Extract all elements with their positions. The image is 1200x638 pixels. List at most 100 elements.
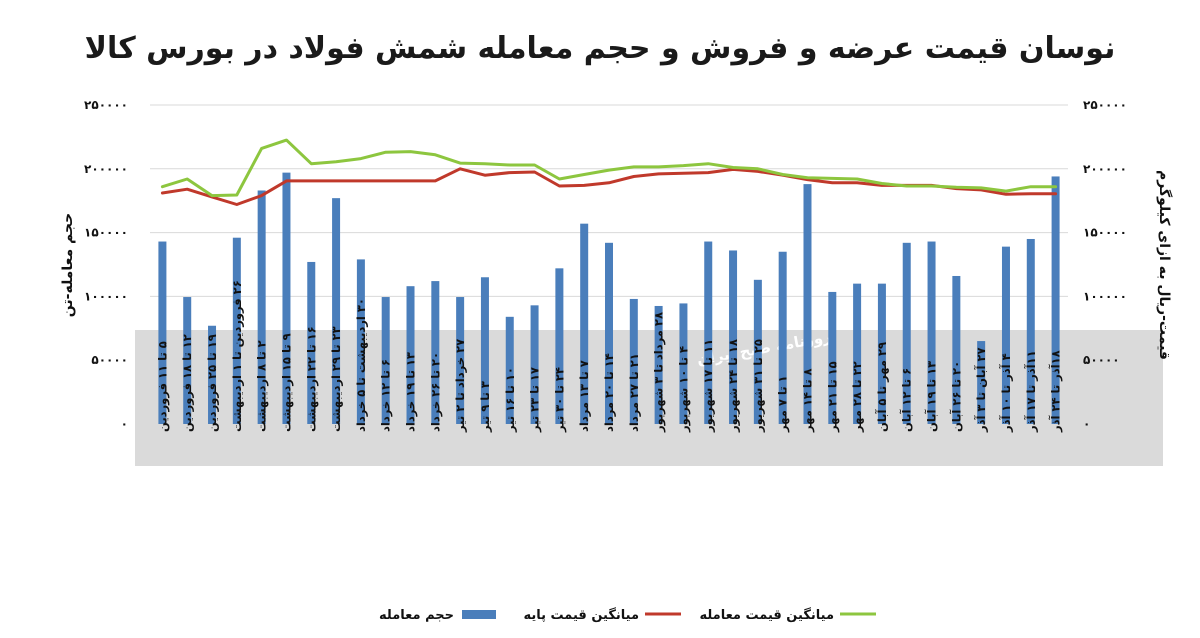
x-tick-label: ۲۸ مرداد تا ۳ شهریور (652, 312, 667, 433)
x-tick-label: ۲۴ تا ۳۰ تیر (552, 367, 566, 433)
x-tick-label: ۶ تا ۱۲ خرداد (379, 359, 393, 432)
x-tick-label: ۴ آذر تا ۱۰ آذر (999, 353, 1013, 433)
x-tick-label: ۲۵ تا ۳۱ شهریور (751, 339, 766, 433)
bar (977, 341, 986, 424)
x-tick-label: ۴ تا ۱۰ شهریور (676, 346, 691, 433)
y-axis-right-label: قیمت-ریال به ازای کیلوگرم (1156, 170, 1173, 360)
y-tick-right: ۵۰۰۰۰ (1083, 353, 1120, 367)
bar (580, 223, 589, 424)
x-tick-label: ۱۱آذر تا ۱۷ آذر (1024, 350, 1038, 433)
bar (406, 286, 415, 424)
bar (778, 251, 787, 424)
bar-series (158, 172, 1060, 424)
x-tick-label: ۱۹ تا ۲۵ فروردین (205, 334, 220, 432)
y-tick-right: ۲۵۰۰۰۰ (1083, 98, 1127, 112)
bar (1001, 246, 1010, 424)
bar (257, 190, 266, 424)
bar (431, 281, 440, 424)
bar (1026, 238, 1035, 424)
x-tick-label: ۱۱ تا ۱۷ شهریور (701, 339, 716, 433)
x-tick-label: ۱۸آذر تا ۲۴ آذر (1049, 350, 1063, 433)
y-tick-left: ۱۵۰۰۰۰ (84, 226, 128, 240)
y-tick-right: ۱۰۰۰۰۰ (1083, 289, 1127, 303)
x-tick-label: ۱۵ تا ۲۱ مهر (825, 361, 839, 433)
y-axis-right: ۰ ۵۰۰۰۰ ۱۰۰۰۰۰ ۱۵۰۰۰۰ ۲۰۰۰۰۰ ۲۵۰۰۰۰ (1083, 98, 1127, 431)
bar (232, 237, 241, 424)
bar (530, 305, 539, 424)
y-tick-left: ۵۰۰۰۰ (91, 353, 128, 367)
x-tick-label: ۶ تا ۱۲ آبان (900, 368, 914, 432)
x-tick-label: ۱۳ تا ۱۹ خرداد (404, 352, 418, 432)
chart-title: نوسان قیمت عرضه و فروش و حجم معامله شمش … (85, 31, 1116, 66)
bar (332, 198, 341, 424)
x-tick-label: ۳۰ اردیبهشت تا ۵ خرداد (354, 298, 368, 432)
bar (158, 241, 167, 424)
bar (952, 275, 961, 424)
y-tick-right: ۱۵۰۰۰۰ (1083, 226, 1127, 240)
x-tick-label: ۱۶ تا ۲۲ اردیبهشت (304, 326, 318, 432)
bar (183, 297, 192, 424)
bar (555, 268, 564, 424)
bar (877, 283, 886, 424)
legend-label: میانگین قیمت پایه (523, 607, 639, 623)
bar (729, 250, 738, 424)
x-tick-label: ۱۴ تا ۲۰ مرداد (602, 353, 616, 432)
x-tick-label: ۲۱ تا ۲۷ مرداد (627, 353, 641, 432)
bar (803, 184, 812, 424)
x-tick-label: ۱۳ تا ۱۹ آبان (925, 361, 939, 432)
bar (927, 241, 936, 424)
watermark-band (135, 330, 1163, 466)
bar (208, 325, 217, 424)
bar (605, 242, 613, 424)
x-tick-label: ۱۸ تا ۲۴ شهریور (726, 339, 741, 433)
x-tick-label: ۹ تا ۱۵ اردیبهشت (280, 333, 294, 432)
y-tick-right: ۲۰۰۰۰۰ (1083, 162, 1127, 176)
y-tick-left: ۲۰۰۰۰۰ (84, 162, 128, 176)
bar (704, 241, 713, 424)
x-tick-label: ۲۰ تا ۲۶ آبان (949, 361, 963, 432)
line-series (160, 138, 1058, 206)
x-tick-label: ۸ تا ۱۴ مهر (801, 368, 815, 433)
legend: حجم معامله میانگین قیمت پایه میانگین قیمت … (379, 607, 876, 623)
bar (282, 172, 291, 424)
x-tick-label: ۱ تا ۷ مهر (776, 375, 790, 433)
bar (679, 303, 688, 424)
bar (629, 298, 638, 424)
x-tick-label: ۱۲ تا ۱۸ فروردین (180, 334, 195, 432)
bar (1051, 176, 1060, 424)
x-tick-label: ۲ تا ۸ اردیبهشت (255, 340, 269, 432)
x-tick-label: ۲۶ فروردین تا ۱ اردیبهشت (230, 280, 245, 432)
y-tick-left: ۲۵۰۰۰۰ (84, 98, 128, 112)
bar (753, 279, 762, 424)
x-tick-label: ۱۷ تا ۲۳ تیر (528, 367, 542, 433)
bar (853, 283, 862, 424)
y-tick-left: ۱۰۰۰۰۰ (84, 289, 128, 303)
x-tick-label: ۲۳ تا ۲۹ اردیبهشت (329, 326, 343, 432)
bar (356, 259, 365, 424)
x-tick-label: ۳ تا ۹ تیر (478, 381, 492, 433)
bar (480, 277, 489, 424)
bar (381, 297, 390, 424)
x-tick-label: ۱۰ تا ۱۶ تیر (503, 367, 517, 433)
x-tick-label: ۲۲ تا ۲۸ مهر (850, 361, 864, 433)
x-tick-label: ۲۷ آبان تا ۳ آذر (974, 347, 988, 433)
bar (456, 297, 465, 424)
legend-label: حجم معامله (379, 608, 454, 623)
bar (902, 242, 911, 424)
x-tick-label: ۲۷ خرداد تا ۲ تیر (453, 339, 467, 433)
legend-label: میانگین قیمت معامله (699, 607, 834, 623)
x-axis: ۵ تا ۱۱ فروردین ۱۲ تا ۱۸ فروردین ۱۹ تا ۲۵ … (155, 280, 1062, 433)
y-axis-left: ۰ ۵۰۰۰۰ ۱۰۰۰۰۰ ۱۵۰۰۰۰ ۲۰۰۰۰۰ ۲۵۰۰۰۰ (84, 98, 128, 431)
legend-swatch (462, 610, 496, 619)
y-tick-left: ۰ (121, 417, 128, 431)
bar (654, 305, 663, 424)
x-tick-label: ۵ تا ۱۱ فروردین (155, 341, 170, 432)
y-tick-right: ۰ (1083, 417, 1090, 431)
x-tick-label: ۷ تا ۱۳ مرداد (577, 360, 591, 432)
y-axis-left-label: حجم معامله-تن (60, 213, 76, 317)
series-line (160, 138, 1058, 198)
bar (505, 316, 514, 424)
x-tick-label: ۲۰ تا ۲۶ خرداد (428, 352, 442, 432)
x-tick-label: ۲۹ مهر تا ۵ آبان (875, 342, 889, 432)
